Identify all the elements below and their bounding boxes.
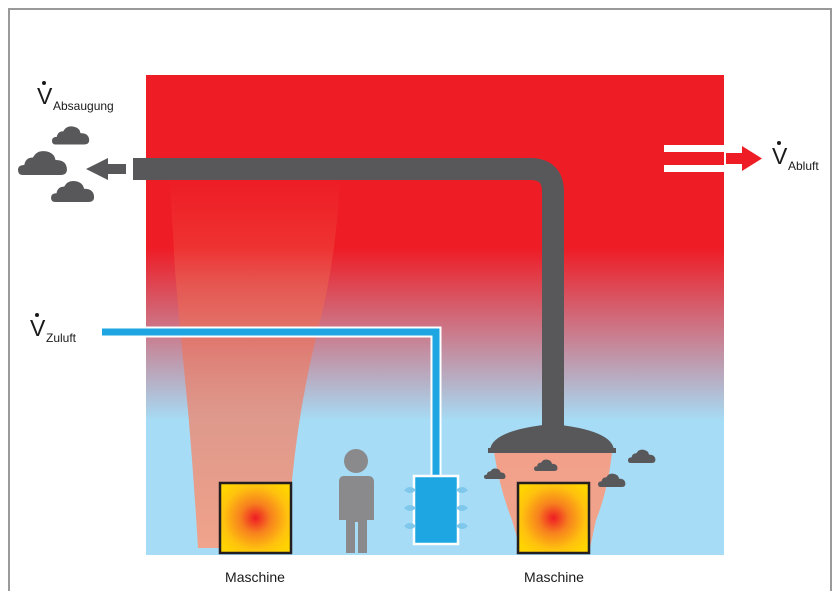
machine-right [516, 481, 591, 555]
cloud-icon [51, 180, 95, 202]
machine-label-left: Maschine [225, 569, 285, 585]
arrow-right-icon [664, 145, 762, 172]
supply-air-duct [102, 326, 442, 480]
air-diffuser-icon [404, 474, 468, 546]
label-zuluft: V Zuluft [30, 313, 77, 345]
svg-text:Zuluft: Zuluft [46, 331, 77, 345]
label-abluft: V Abluft [772, 141, 819, 173]
svg-text:V: V [37, 83, 53, 109]
machine-left [218, 481, 293, 555]
svg-text:Abluft: Abluft [788, 159, 819, 173]
heat-plume-left [170, 180, 340, 548]
diagram-frame [8, 8, 832, 591]
label-absaugung: V Absaugung [37, 81, 114, 113]
arrow-left-icon [86, 158, 126, 180]
person-icon [339, 449, 374, 553]
svg-text:Absaugung: Absaugung [53, 99, 114, 113]
svg-text:V: V [30, 315, 46, 341]
extraction-hood-icon [488, 424, 616, 453]
machine-label-right: Maschine [524, 569, 584, 585]
svg-text:V: V [772, 143, 788, 169]
extraction-duct [133, 158, 564, 428]
cloud-icon [52, 126, 90, 145]
cloud-icon [18, 151, 67, 175]
